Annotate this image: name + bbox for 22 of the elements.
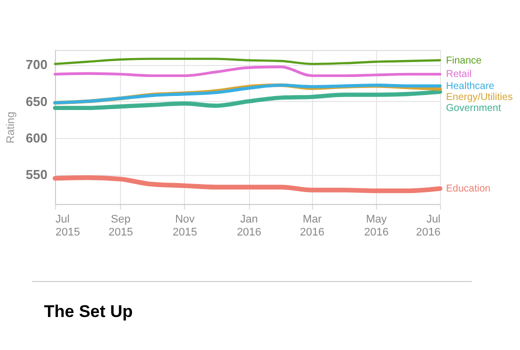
text: The Set Up — [44, 302, 133, 322]
series-label: Retail — [446, 69, 472, 80]
series-label: Energy/Utilities — [446, 92, 513, 103]
x-tick-label: Mar 2016 — [300, 214, 324, 238]
x-tick-label: Jan 2016 — [236, 214, 262, 238]
x-tick-label: May 2016 — [364, 214, 389, 238]
line-series — [52, 90, 442, 110]
x-tick-label: Sep 2015 — [108, 214, 133, 238]
x-tick-label: Jul 2016 — [416, 214, 440, 238]
y-tick-label: 600 — [26, 130, 48, 146]
y-axis-title: Rating — [4, 112, 17, 144]
series-label: Finance — [446, 55, 482, 66]
y-tick-label: 700 — [26, 57, 48, 72]
line-series — [54, 66, 442, 78]
series-label: Healthcare — [446, 80, 495, 92]
line-series — [52, 175, 442, 194]
series-label: Government — [446, 102, 502, 114]
y-tick-label: 550 — [26, 167, 48, 182]
x-tick-label: Jul 2015 — [56, 214, 80, 238]
series-label: Education — [446, 184, 490, 195]
y-tick-label: 650 — [26, 94, 48, 109]
x-tick-label: Nov 2015 — [172, 214, 198, 238]
